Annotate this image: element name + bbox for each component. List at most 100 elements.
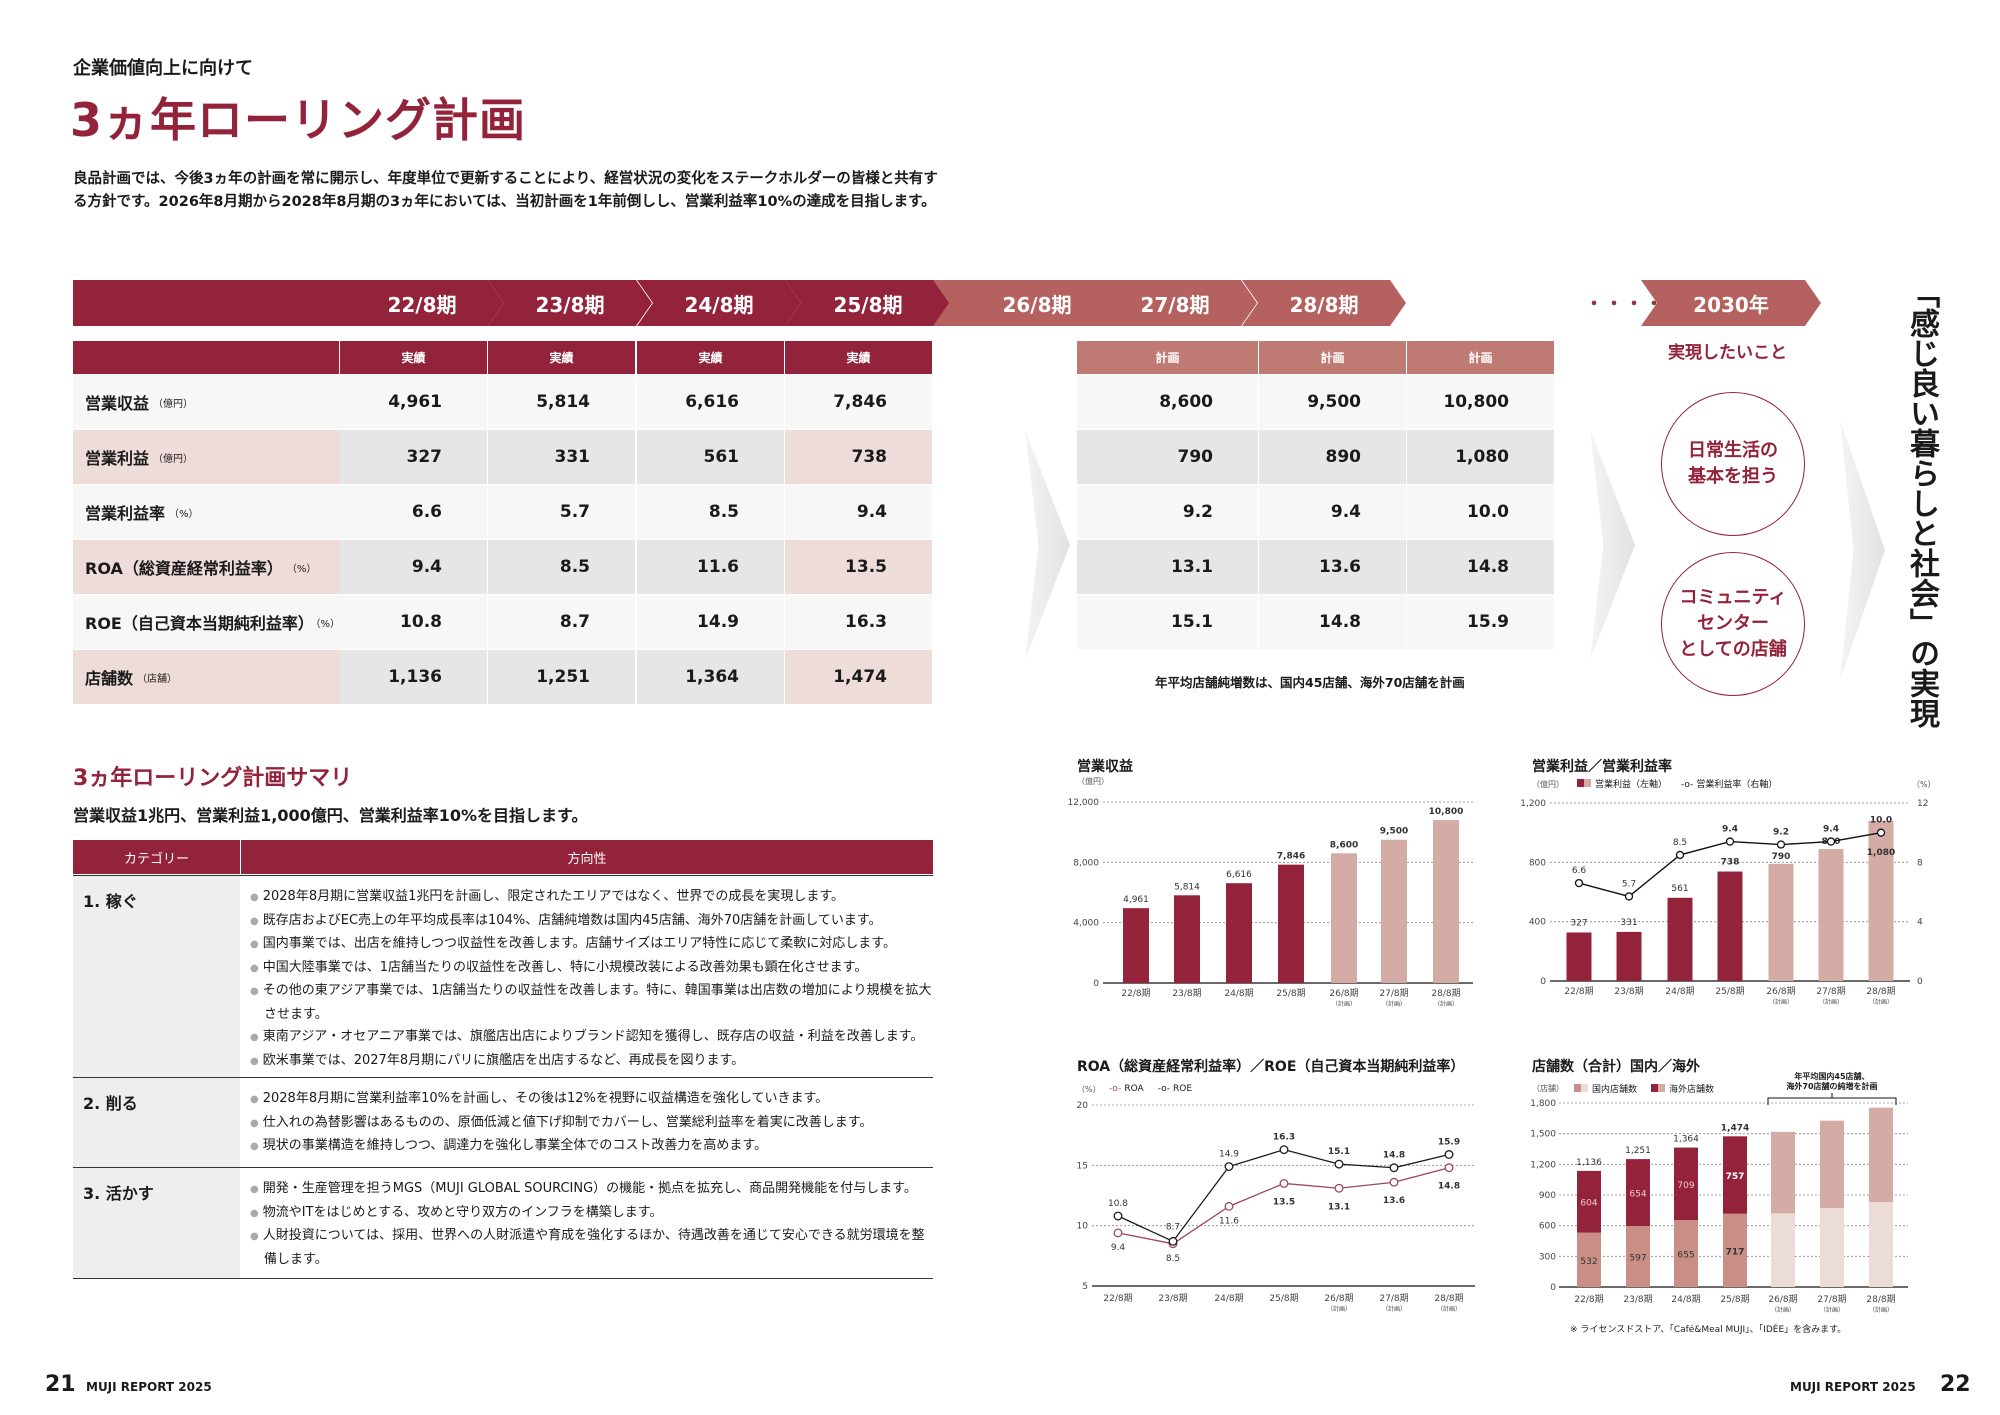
bar-domestic [1820, 1208, 1844, 1287]
x-tick-label: 27/8期 [1379, 988, 1408, 999]
bar [1818, 848, 1844, 981]
table-cell-plan: 15.1 [1077, 595, 1259, 650]
legend-item: -o- ROE [1158, 1084, 1192, 1094]
x-tick-label: 27/8期 [1379, 1293, 1408, 1304]
chart-title: 営業収益 [1077, 759, 1133, 775]
data-label: 15.9 [1438, 1137, 1460, 1147]
row-unit: （億円） [153, 398, 194, 410]
chart-legend: 営業利益（左軸） -o- 営業利益率（右軸） [1577, 777, 1777, 790]
x-tick-label: 26/8期 [1329, 988, 1358, 999]
margin-point [1876, 828, 1886, 837]
data-label: 7,846 [1277, 852, 1305, 862]
y-tick-label: 400 [1529, 918, 1546, 928]
roa-point [1224, 1201, 1234, 1211]
total-label: 1,136 [1576, 1158, 1602, 1168]
table-cell-actual: 331 [488, 430, 636, 485]
x-tick-label: 26/8期 [1766, 986, 1795, 997]
line-marker-icon: -o- [1681, 780, 1694, 790]
table-row-label: 営業利益率 （%） [73, 485, 340, 540]
chart-unit: （%） [1077, 1085, 1101, 1094]
table-cell-actual: 1,364 [637, 650, 785, 705]
bar [1433, 820, 1459, 983]
x-tick-plan-note: （計画） [1819, 998, 1843, 1006]
store-growth-note: 年平均店舗純増数は、国内45店舗、海外70店舗を計画 [1155, 675, 1465, 690]
x-tick-label: 25/8期 [1269, 1293, 1298, 1304]
total-label: 1,474 [1721, 1123, 1749, 1133]
table-cell-plan: 9.4 [1259, 485, 1407, 540]
legend-swatch-actual [1577, 779, 1584, 787]
table-header-actual: 実績 [488, 341, 636, 374]
timeline-period-plan: 28/8期 [1242, 280, 1406, 326]
line-data-label: 5.7 [1622, 879, 1636, 889]
x-tick-label: 23/8期 [1614, 986, 1643, 997]
row-unit: （%） [169, 508, 199, 520]
annotation-bracket [1767, 1093, 1897, 1105]
chart-legend: 国内店舗数 海外店舗数 [1574, 1082, 1714, 1095]
summary-item: 開発・生産管理を担うMGS（MUJI GLOBAL SOURCING）の機能・拠… [250, 1178, 933, 1202]
y-tick-label: 4,000 [1073, 919, 1099, 929]
summary-item: 既存店およびEC売上の年平均成長率は104%、店舗純増数は国内45店舗、海外70… [250, 910, 933, 934]
y-tick-label-right: 8 [1917, 858, 1923, 868]
margin-point [1826, 837, 1836, 846]
table-header-actual: 実績 [637, 341, 785, 374]
row-unit: （店舗） [137, 673, 178, 685]
summary-items: 開発・生産管理を担うMGS（MUJI GLOBAL SOURCING）の機能・拠… [250, 1178, 933, 1271]
legend-item: 国内店舗数 [1574, 1082, 1637, 1095]
y-tick-label: 1,500 [1530, 1130, 1556, 1140]
goal-circle: コミュニティ センター としての店舗 [1661, 552, 1805, 696]
table-row-label: 営業利益 （億円） [73, 430, 340, 485]
x-tick-plan-note: （計画） [1332, 1000, 1356, 1008]
x-tick-plan-note: （計画） [1820, 1306, 1844, 1314]
y-tick-label: 0 [1540, 977, 1546, 987]
x-tick-plan-note: （計画） [1771, 1306, 1795, 1314]
chart-title: ROA（総資産経常利益率）／ROE（自己資本当期純利益率） [1077, 1059, 1465, 1075]
bar-data-label: 738 [1721, 858, 1740, 868]
flow-arrow-icon [1590, 430, 1635, 660]
x-tick-label: 25/8期 [1715, 986, 1744, 997]
vision-heading: 実現したいこと [1668, 343, 1787, 363]
bar [1331, 853, 1357, 983]
footer-report-name: MUJI REPORT 2025 [1790, 1380, 1916, 1394]
legend-label: ROA [1124, 1084, 1144, 1094]
table-cell-actual: 1,474 [785, 650, 933, 705]
table-cell-plan: 890 [1259, 430, 1407, 485]
data-label: 14.9 [1219, 1150, 1239, 1160]
y-tick-label: 0 [1093, 979, 1099, 989]
bar [1868, 820, 1894, 981]
summary-item: 人財投資については、採用、世界への人財派遣や育成を強化するほか、待遇改善を通じて… [250, 1225, 933, 1271]
row-unit: （%） [310, 618, 340, 630]
table-cell-actual: 6.6 [340, 485, 488, 540]
bar [1616, 931, 1642, 981]
x-tick-plan-note: （計画） [1869, 1306, 1893, 1314]
roe-point [1279, 1145, 1289, 1155]
timeline-label-segment [73, 280, 357, 326]
data-label: 13.5 [1273, 1197, 1295, 1207]
x-tick-label: 23/8期 [1623, 1294, 1652, 1305]
summary-item: 仕入れの為替影響はあるものの、原価低減と値下げ抑制でカバーし、営業総利益率を着実… [250, 1112, 933, 1136]
bar [1566, 932, 1592, 981]
data-label: 10,800 [1429, 807, 1464, 817]
row-label: ROE（自己資本当期純利益率） [85, 614, 314, 633]
y-tick-label: 1,200 [1530, 1160, 1556, 1170]
table-cell-actual: 8.5 [488, 540, 636, 595]
x-tick-label: 22/8期 [1564, 986, 1593, 997]
table-cell-actual: 14.9 [637, 595, 785, 650]
table-header-plan: 計画 [1407, 341, 1555, 374]
bar [1174, 895, 1200, 983]
bar-overseas [1723, 1136, 1747, 1214]
x-tick-label: 23/8期 [1172, 988, 1201, 999]
legend-swatch [1651, 1084, 1659, 1092]
table-cell-actual: 9.4 [340, 540, 488, 595]
legend-label: 営業利益率（右軸） [1696, 780, 1778, 790]
table-cell-plan: 9.2 [1077, 485, 1259, 540]
data-label: 8.5 [1166, 1254, 1180, 1264]
chart-unit: （%） [1912, 780, 1936, 789]
line-marker-icon: -o- [1109, 1084, 1122, 1094]
x-tick-label: 28/8期 [1866, 986, 1895, 997]
summary-item: 物流やITをはじめとする、攻めと守り双方のインフラを構築します。 [250, 1202, 933, 1226]
timeline-period: 25/8期 [785, 280, 951, 326]
x-tick-plan-note: （計画） [1327, 1305, 1351, 1313]
y-tick-label: 20 [1077, 1101, 1089, 1111]
chart-unit: （億円） [1077, 777, 1109, 786]
data-label: 9.4 [1111, 1243, 1126, 1253]
